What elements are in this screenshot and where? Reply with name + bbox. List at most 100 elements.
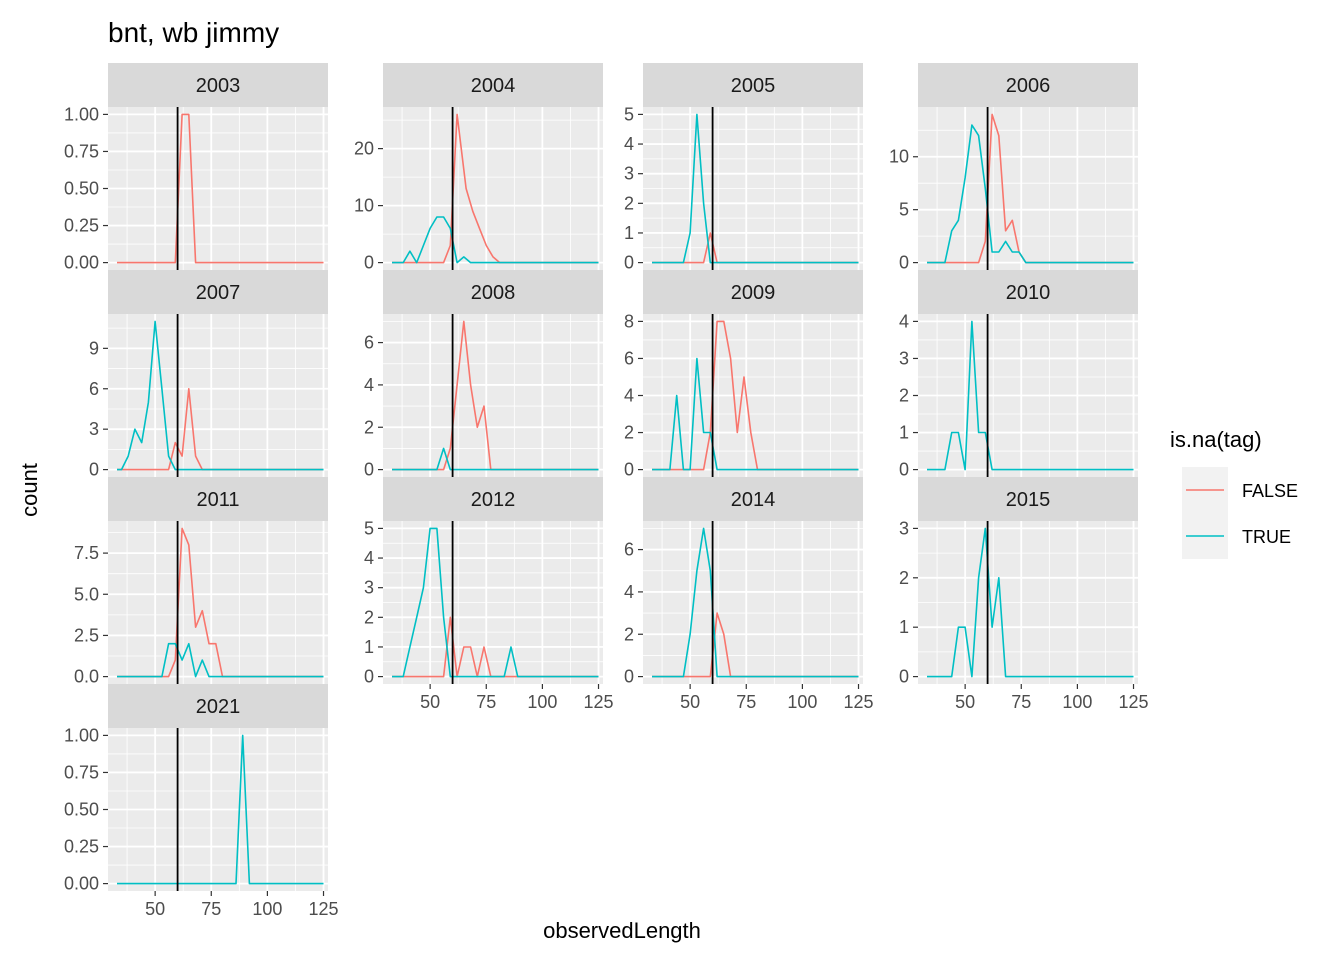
y-tick-label: 6: [624, 348, 634, 368]
facet-panel-2009: 2009 0 2 4 6 8: [624, 270, 863, 480]
x-tick-label: 100: [527, 692, 557, 712]
facet-strip-label: 2008: [471, 282, 516, 304]
legend-title: is.na(tag): [1170, 427, 1262, 452]
series-line-true: [652, 357, 859, 471]
facet-strip-label: 2021: [196, 696, 241, 718]
y-tick-label: 5: [364, 518, 374, 538]
y-tick-label: 10: [889, 147, 909, 167]
x-axis-title: observedLength: [543, 918, 701, 943]
y-tick-label: 5: [899, 200, 909, 220]
y-tick-label: 0: [899, 460, 909, 480]
facet-strip-label: 2014: [731, 489, 776, 511]
facet-strip: [918, 477, 1138, 521]
facet-panel-2010: 2010 0 1 2 3 4: [899, 270, 1138, 480]
y-tick-label: 2: [624, 423, 634, 443]
y-tick-label: 0: [624, 667, 634, 687]
y-tick-label: 1: [364, 637, 374, 657]
y-tick-label: 0: [624, 253, 634, 273]
facet-strip: [383, 270, 603, 314]
y-tick-label: 0: [899, 667, 909, 687]
y-tick-label: 9: [89, 338, 99, 358]
x-tick-label: 125: [843, 692, 873, 712]
y-tick-label: 0: [899, 253, 909, 273]
series-line-false: [117, 387, 324, 471]
series-line-false: [117, 113, 324, 264]
y-tick-label: 1: [899, 617, 909, 637]
facet-panel-2004: 2004 0 10 20: [354, 63, 603, 273]
y-tick-label: 0.75: [64, 141, 99, 161]
legend: is.na(tag) FALSE TRUE: [1170, 427, 1298, 559]
series-line-true: [927, 527, 1134, 678]
y-tick-label: 0: [364, 253, 374, 273]
facet-strip: [383, 477, 603, 521]
facet-strip: [918, 270, 1138, 314]
y-tick-label: 1: [624, 223, 634, 243]
y-tick-label: 10: [354, 196, 374, 216]
facet-strip-label: 2015: [1006, 489, 1051, 511]
facet-strip: [108, 270, 328, 314]
x-tick-label: 75: [736, 692, 756, 712]
panel-background: [383, 107, 603, 270]
y-tick-label: 3: [899, 518, 909, 538]
x-tick-label: 100: [252, 899, 282, 919]
facet-panel-2014: 2014 0 2 4 6 50 75 100 125: [624, 477, 874, 712]
series-line-true: [652, 527, 859, 678]
y-tick-label: 3: [364, 578, 374, 598]
y-tick-label: 0.75: [64, 762, 99, 782]
y-tick-label: 0: [89, 460, 99, 480]
facet-strip: [383, 63, 603, 107]
y-tick-label: 0: [364, 460, 374, 480]
facet-panel-2003: 2003 0.00 0.25 0.50 0.75 1.00: [64, 63, 328, 273]
series-line-true: [392, 216, 599, 264]
facet-strip: [643, 63, 863, 107]
x-tick-label: 125: [1118, 692, 1148, 712]
facet-strip-label: 2005: [731, 75, 776, 97]
y-tick-label: 1.00: [64, 725, 99, 745]
facet-panel-2007: 2007 0 3 6 9: [89, 270, 328, 480]
y-tick-label: 4: [624, 386, 634, 406]
y-tick-label: 3: [899, 348, 909, 368]
y-tick-label: 0.50: [64, 179, 99, 199]
series-line-false: [392, 113, 599, 264]
series-line-true: [392, 527, 599, 678]
series-line-false: [117, 527, 324, 678]
y-tick-label: 0.25: [64, 837, 99, 857]
panel-background: [108, 314, 328, 477]
series-line-true: [117, 642, 324, 678]
series-line-true: [927, 320, 1134, 471]
series-line-true: [392, 447, 599, 471]
y-tick-label: 0.25: [64, 216, 99, 236]
facet-panel-2005: 2005 0 1 2 3 4 5: [624, 63, 863, 273]
y-tick-label: 20: [354, 139, 374, 159]
facet-strip-label: 2006: [1006, 75, 1051, 97]
series-line-false: [652, 320, 859, 471]
y-tick-label: 6: [624, 540, 634, 560]
facet-panel-2006: 2006 0 5 10: [889, 63, 1138, 273]
y-tick-label: 6: [364, 333, 374, 353]
y-tick-label: 1.00: [64, 104, 99, 124]
y-tick-label: 2: [899, 386, 909, 406]
y-tick-label: 0.50: [64, 800, 99, 820]
y-tick-label: 0: [364, 667, 374, 687]
x-tick-label: 75: [1011, 692, 1031, 712]
facet-panel-2015: 2015 0 1 2 3 50 75 100 125: [899, 477, 1149, 712]
y-tick-label: 2: [624, 624, 634, 644]
panel-background: [383, 314, 603, 477]
x-tick-label: 125: [583, 692, 613, 712]
x-tick-label: 100: [787, 692, 817, 712]
x-tick-label: 50: [145, 899, 165, 919]
facet-strip: [918, 63, 1138, 107]
x-tick-label: 50: [680, 692, 700, 712]
facet-panels: 20030.000.250.500.751.002004010202005012…: [64, 63, 1149, 919]
y-tick-label: 8: [624, 311, 634, 331]
facet-strip-label: 2010: [1006, 282, 1051, 304]
y-tick-label: 2: [624, 193, 634, 213]
y-tick-label: 4: [364, 375, 374, 395]
facet-strip-label: 2003: [196, 75, 241, 97]
series-line-true: [117, 320, 324, 471]
x-tick-label: 50: [420, 692, 440, 712]
y-tick-label: 2.5: [74, 625, 99, 645]
series-line-true: [117, 734, 324, 885]
